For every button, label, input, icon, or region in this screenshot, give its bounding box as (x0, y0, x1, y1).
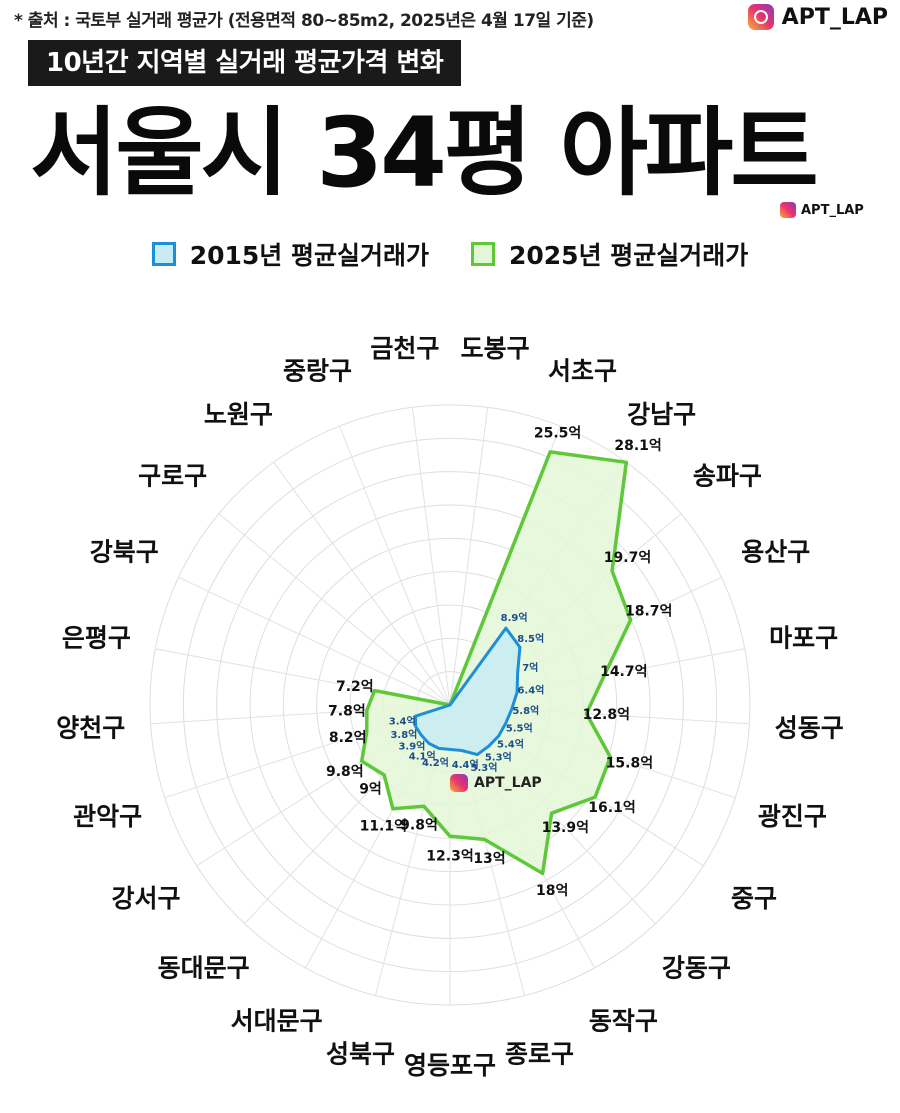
data-label-2015: 4.1억 (409, 751, 436, 763)
district-label: 노원구 (204, 400, 273, 429)
data-label-2025: 16.1억 (588, 800, 635, 816)
district-label: 광진구 (758, 802, 827, 831)
data-label-2025: 12.3억 (426, 848, 473, 864)
instagram-handle-small-text: APT_LAP (801, 202, 864, 218)
district-label: 강남구 (627, 400, 696, 429)
chart-legend: 2015년 평균실거래가 2025년 평균실거래가 (0, 236, 900, 272)
district-label: 서초구 (548, 356, 617, 385)
district-label: 송파구 (693, 462, 762, 491)
district-label: 성북구 (326, 1040, 395, 1069)
legend-swatch-2015 (151, 242, 176, 266)
instagram-handle-text: APT_LAP (781, 4, 888, 30)
district-label: 도봉구 (461, 334, 530, 363)
data-label-2015: 4.4억 (452, 759, 479, 771)
data-label-2015: 8.5억 (517, 633, 544, 645)
data-label-2015: 5.4억 (497, 738, 524, 750)
district-label: 강동구 (662, 953, 731, 982)
district-label: 금천구 (370, 334, 439, 363)
data-label-2015: 3.8억 (390, 729, 417, 741)
watermark-text: APT_LAP (474, 775, 542, 791)
instagram-icon (780, 202, 796, 218)
district-label: 동작구 (589, 1007, 658, 1036)
data-label-2025: 25.5억 (534, 425, 581, 441)
data-label-2025: 13.9억 (542, 820, 589, 836)
data-label-2025: 18억 (536, 883, 568, 899)
data-label-2025: 18.7억 (625, 604, 672, 620)
subtitle-banner: 10년간 지역별 실거래 평균가격 변화 (28, 40, 462, 86)
source-note: * 출처 : 국토부 실거래 평균가 (전용면적 80~85m2, 2025년은… (14, 11, 594, 31)
data-label-2015: 3.9억 (398, 741, 425, 753)
data-label-2025: 9.8억 (326, 764, 364, 780)
data-label-2025: 14.7억 (600, 664, 647, 680)
data-label-2015: 4.2억 (422, 757, 449, 769)
data-label-2015: 5.3억 (485, 752, 512, 764)
instagram-handle-small: APT_LAP (780, 202, 864, 218)
legend-2015: 2015년 평균실거래가 (151, 236, 429, 272)
district-label: 관악구 (73, 802, 142, 831)
data-label-2025: 12.8억 (583, 707, 630, 723)
district-label: 용산구 (741, 538, 810, 567)
grid-spoke (411, 407, 451, 706)
legend-swatch-2025 (471, 242, 495, 266)
district-label: 중랑구 (283, 356, 352, 385)
data-label-2025: 28.1억 (614, 438, 661, 454)
district-label: 양천구 (56, 714, 125, 743)
data-label-2025: 11.1억 (360, 818, 407, 834)
grid-spoke (449, 407, 489, 706)
legend-label-2025: 2025년 평균실거래가 (509, 241, 749, 270)
district-label: 강서구 (111, 884, 180, 913)
legend-label-2015: 2015년 평균실거래가 (189, 241, 429, 270)
legend-2025: 2025년 평균실거래가 (471, 236, 748, 272)
instagram-handle: APT_LAP (747, 4, 888, 30)
district-label: 종로구 (505, 1040, 574, 1069)
district-label: 강북구 (90, 538, 159, 567)
data-label-2015: 5.5억 (506, 723, 533, 735)
data-label-2025: 7.2억 (336, 679, 374, 695)
data-label-2015: 6.4억 (517, 685, 544, 697)
data-label-2025: 13억 (473, 851, 505, 867)
radar-chart: 25.5억 28.1억 19.7억 18.7억 14.7억 12.8억 15.8억 16.1억… (56, 334, 844, 1080)
data-label-2015: 5.3억 (471, 762, 498, 774)
data-label-2025: 15.8억 (606, 755, 653, 771)
data-label-2015: 8.9억 (501, 612, 528, 624)
series-2015-area (414, 626, 522, 757)
grid-spoke (273, 462, 451, 706)
data-label-2025: 9억 (359, 782, 382, 798)
chart-watermark: APT_LAP (450, 774, 542, 792)
instagram-icon (450, 774, 468, 792)
district-label: 중구 (731, 884, 777, 913)
instagram-icon (747, 4, 774, 30)
grid-spoke (178, 576, 451, 706)
data-label-2025: 8.2억 (329, 730, 367, 746)
district-label: 영등포구 (404, 1051, 496, 1080)
district-label: 동대문구 (158, 953, 250, 982)
data-label-2025: 19.7억 (604, 550, 651, 566)
data-label-2015: 5.8억 (512, 705, 539, 717)
district-label: 마포구 (769, 624, 838, 653)
data-label-2025: 7.8억 (328, 704, 366, 720)
district-label: 은평구 (62, 624, 131, 653)
grid-spoke (218, 513, 451, 706)
data-label-2015: 7억 (522, 662, 538, 674)
district-label: 성동구 (775, 714, 844, 743)
data-label-2025: 9.8억 (400, 818, 438, 834)
page-title: 서울시 34평 아파트 (30, 97, 819, 209)
grid-spoke (339, 425, 451, 706)
data-label-2015: 3.4억 (389, 716, 416, 728)
district-label: 서대문구 (231, 1007, 323, 1036)
district-label: 구로구 (138, 462, 207, 491)
